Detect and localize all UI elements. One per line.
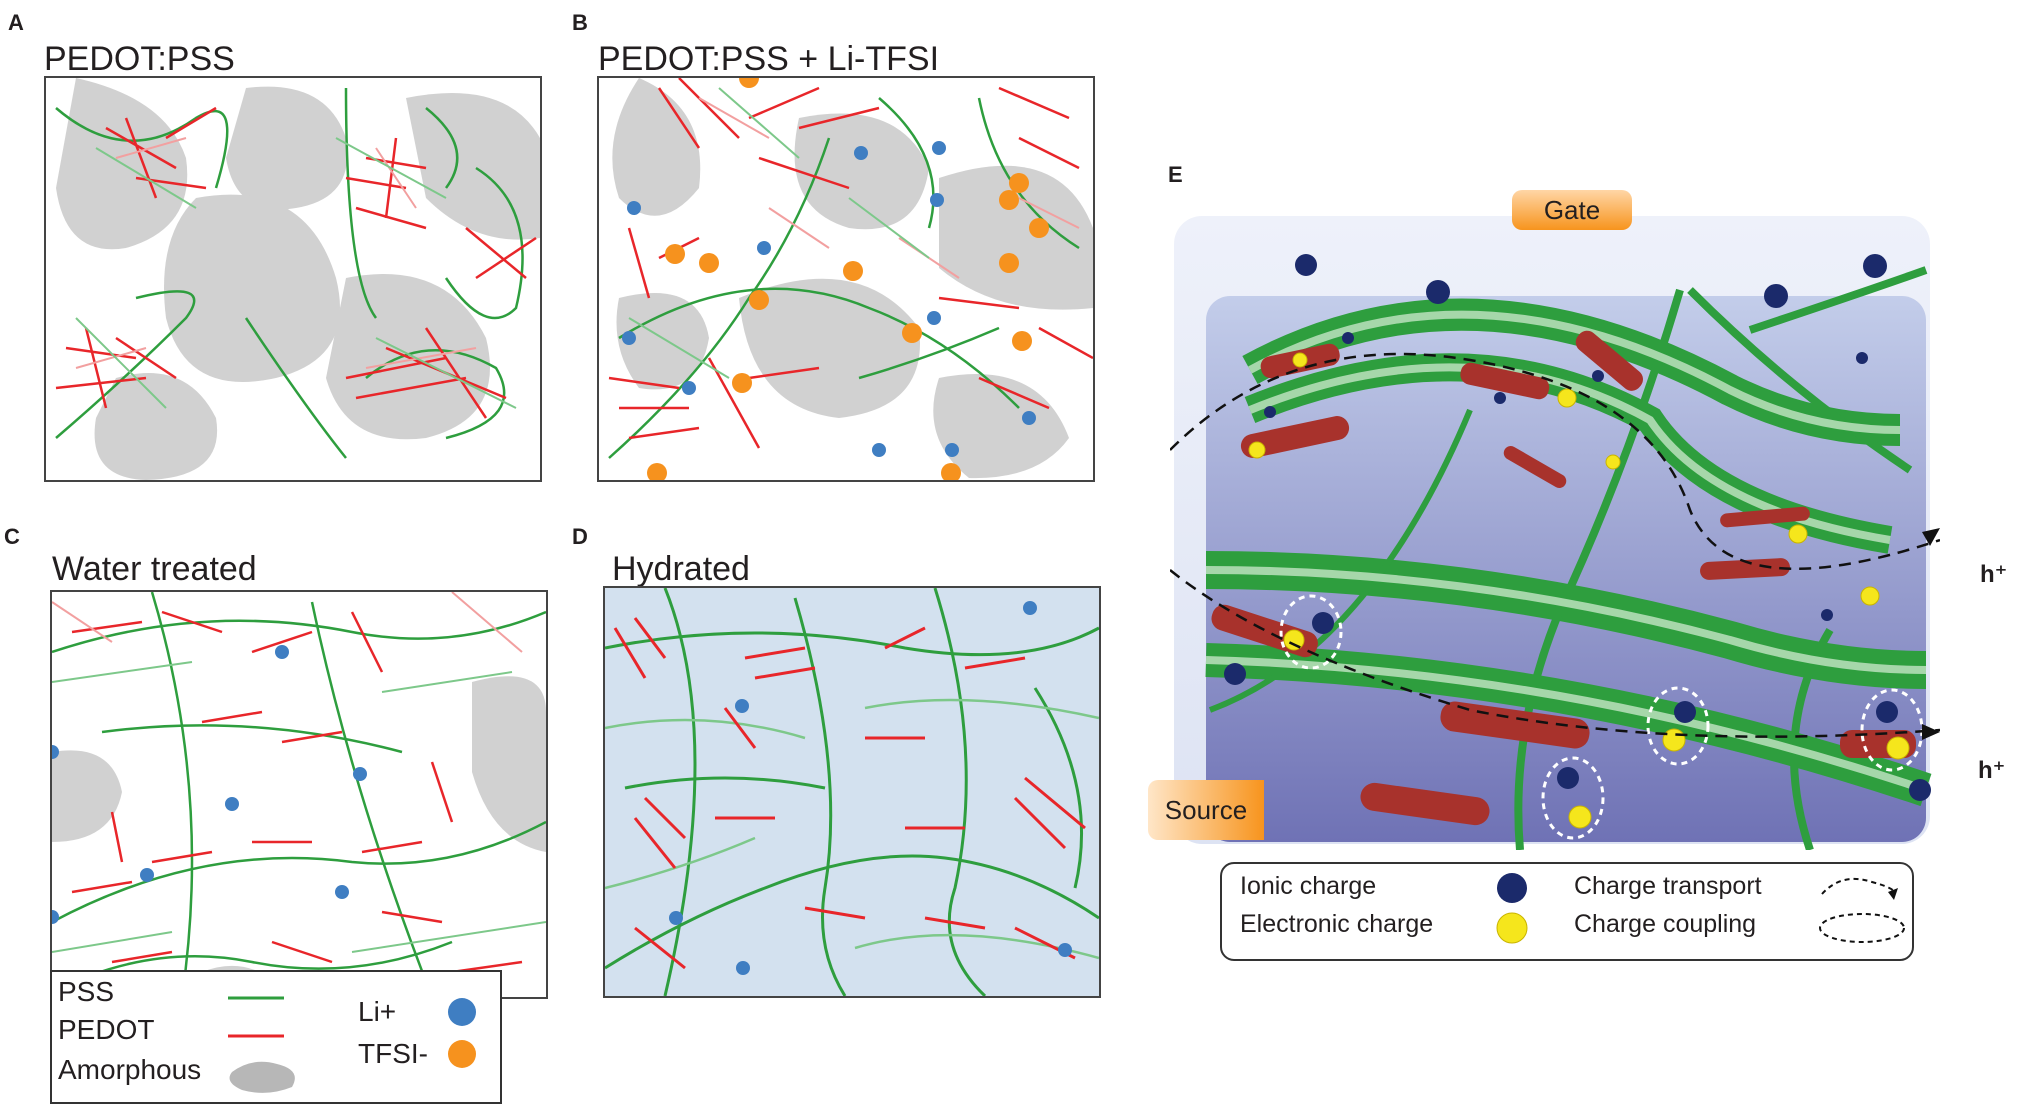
legend-box: PSS PEDOT Amorphous Li+ TFSI- (50, 970, 502, 1104)
pss-faded (52, 661, 546, 953)
li-ions (622, 141, 1036, 457)
legend-electronic: Electronic charge (1240, 910, 1434, 938)
legend-li: Li+ (358, 996, 397, 1027)
pedot-faded (75, 137, 477, 369)
gate-label: Gate (1512, 190, 1632, 230)
ionic-charge-swatch (1497, 873, 1527, 903)
tfsi-ions (647, 78, 1049, 480)
pedot-chains (71, 610, 523, 974)
ionic-charges (1224, 254, 1931, 801)
amorphous-regions (52, 676, 546, 997)
coupling-rings (1279, 594, 1924, 840)
pedot-chains (608, 78, 1093, 449)
legend-symbols (228, 996, 476, 1093)
li-swatch (448, 998, 476, 1026)
tfsi-swatch (448, 1040, 476, 1068)
amorphous-regions (612, 78, 1093, 479)
pss-chains (608, 97, 1080, 459)
h-plus-top: h⁺ (1980, 561, 2008, 588)
panel-c-title: Water treated (52, 550, 257, 588)
amorphous-regions (56, 78, 540, 480)
legend-ionic: Ionic charge (1240, 872, 1377, 900)
panel-e-letter: E (1168, 162, 1183, 187)
panel-c-box (50, 590, 548, 999)
legend-tfsi: TFSI- (358, 1038, 428, 1069)
h-plus-bottom: h⁺ (1978, 757, 2006, 784)
li-ions (669, 601, 1072, 975)
panel-a-box (44, 76, 542, 482)
panel-d-title: Hydrated (612, 550, 750, 588)
panel-d-letter: D (572, 524, 588, 549)
panel-c-letter: C (4, 524, 20, 549)
pss-chains (52, 592, 546, 997)
pss-faded (628, 87, 930, 379)
transport-paths (1169, 352, 1941, 738)
pedot-chains (613, 617, 1086, 970)
panel-e-illustration (1169, 216, 1941, 852)
panel-a-letter: A (8, 10, 24, 35)
panel-e-legend: Ionic charge Electronic charge Charge tr… (1220, 862, 1914, 961)
legend-coupling: Charge coupling (1574, 910, 1757, 938)
panel-b-title: PEDOT:PSS + Li-TFSI (598, 40, 940, 78)
panel-a-illustration (55, 78, 540, 480)
legend-pedot: PEDOT (58, 1014, 155, 1045)
pss-faded (75, 137, 517, 409)
legend-transport: Charge transport (1574, 872, 1762, 900)
panel-d-box (603, 586, 1101, 998)
source-label: Source (1148, 780, 1264, 840)
li-ions (52, 645, 367, 924)
panel-a-title: PEDOT:PSS (44, 40, 235, 78)
amorphous-swatch (229, 1061, 295, 1093)
legend-amorphous: Amorphous (58, 1054, 202, 1085)
transport-swatch (1821, 878, 1896, 897)
panel-b-box (597, 76, 1095, 482)
panel-e-legend-symbols (1496, 873, 1905, 944)
panel-d-illustration (605, 588, 1099, 996)
panel-c-illustration (52, 592, 546, 997)
panel-e (1169, 210, 1941, 852)
pedot-faded (52, 592, 523, 653)
coupling-swatch (1819, 913, 1905, 943)
legend-pss: PSS (58, 976, 115, 1007)
pedot-faded (698, 97, 1080, 279)
pss-chains (605, 588, 1099, 996)
pss-chains (55, 87, 524, 459)
e-chain-highlights (1205, 310, 1928, 794)
panel-b-illustration (608, 78, 1093, 480)
electronic-charge-swatch (1496, 912, 1528, 944)
panel-b-letter: B (572, 10, 588, 35)
transport-arrowheads (1922, 528, 1940, 740)
